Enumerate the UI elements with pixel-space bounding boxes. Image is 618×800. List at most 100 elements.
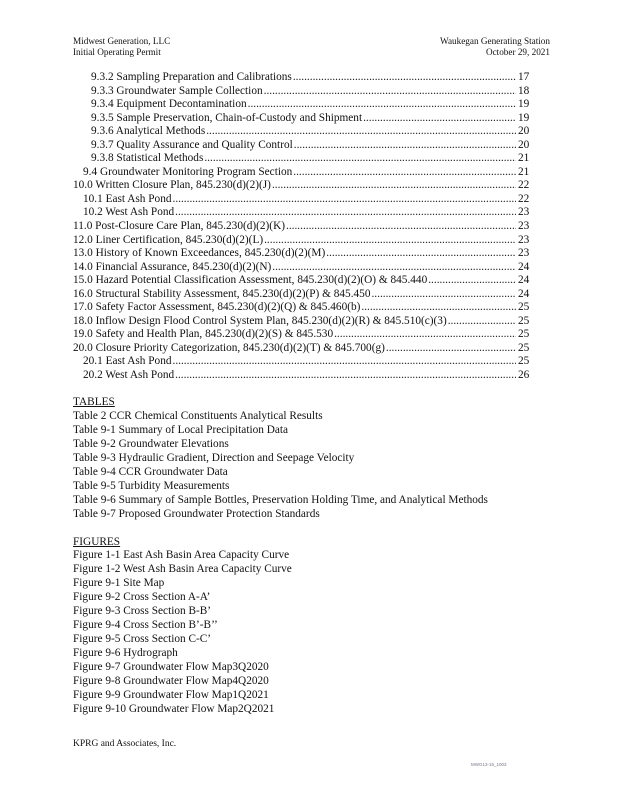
toc-entry-title: 11.0 Post-Closure Care Plan, 845.230(d)(… [73, 220, 286, 234]
table-of-contents: 9.3.2 Sampling Preparation and Calibrati… [0, 71, 618, 383]
dot-leader [286, 220, 542, 234]
toc-entry-page: 18 [516, 84, 544, 99]
toc-entry-title: 9.3.2 Sampling Preparation and Calibrati… [91, 71, 293, 85]
toc-entry-page: 25 [516, 301, 544, 315]
toc-entry[interactable]: 14.0 Financial Assurance, 845.230(d)(2)(… [0, 260, 618, 275]
toc-entry[interactable]: 20.0 Closure Priority Categorization, 84… [0, 341, 618, 356]
figure-list-item: Figure 9-10 Groundwater Flow Map2Q2021 [73, 702, 275, 715]
toc-entry[interactable]: 17.0 Safety Factor Assessment, 845.230(d… [0, 301, 618, 315]
toc-entry-page: 25 [516, 341, 544, 356]
toc-entry[interactable]: 9.4 Groundwater Monitoring Program Secti… [0, 165, 618, 180]
dot-leader [326, 247, 542, 261]
footer-company: KPRG and Associates, Inc. [73, 739, 177, 749]
toc-entry-title: 9.3.8 Statistical Methods [91, 152, 205, 166]
figure-list-item: Figure 9-2 Cross Section A-A’ [73, 591, 211, 604]
toc-entry-page: 24 [516, 274, 544, 288]
toc-entry-title: 9.3.7 Quality Assurance and Quality Cont… [91, 138, 294, 153]
toc-entry-title: 20.1 East Ash Pond [83, 355, 173, 370]
figure-list-item: Figure 9-4 Cross Section B’-B’’ [73, 619, 218, 632]
toc-entry-page: 20 [516, 138, 544, 153]
toc-entry-title: 13.0 History of Known Exceedances, 845.2… [73, 247, 327, 261]
table-list-item: Table 2 CCR Chemical Constituents Analyt… [73, 409, 323, 422]
toc-entry-title: 9.3.5 Sample Preservation, Chain-of-Cust… [91, 111, 364, 126]
header-station: Waukegan Generating Station [440, 36, 550, 46]
toc-entry-page: 24 [516, 260, 544, 275]
toc-entry[interactable]: 9.3.2 Sampling Preparation and Calibrati… [0, 71, 618, 85]
toc-entry-page: 19 [516, 98, 544, 112]
toc-entry-title: 20.0 Closure Priority Categorization, 84… [73, 341, 386, 356]
toc-entry[interactable]: 12.0 Liner Certification, 845.230(d)(2)(… [0, 233, 618, 248]
toc-entry[interactable]: 18.0 Inflow Design Flood Control System … [0, 314, 618, 329]
dot-leader [264, 234, 542, 248]
figure-list-item: Figure 9-7 Groundwater Flow Map3Q2020 [73, 661, 269, 674]
table-list-item: Table 9-4 CCR Groundwater Data [73, 465, 228, 478]
toc-entry-page: 25 [516, 328, 544, 342]
table-list-item: Table 9-2 Groundwater Elevations [73, 437, 229, 450]
toc-entry-title: 18.0 Inflow Design Flood Control System … [73, 314, 448, 329]
dot-leader [293, 166, 542, 180]
table-list-item: Table 9-1 Summary of Local Precipitation… [73, 423, 289, 436]
dot-leader [248, 98, 542, 112]
toc-entry[interactable]: 10.2 West Ash Pond 23 [0, 206, 618, 221]
dot-leader [206, 125, 542, 139]
toc-entry-page: 23 [516, 247, 544, 261]
toc-entry-page: 21 [516, 152, 544, 166]
dot-leader [175, 206, 542, 220]
toc-entry-title: 16.0 Structural Stability Assessment, 84… [73, 287, 372, 302]
toc-entry[interactable]: 9.3.3 Groundwater Sample Collection 18 [0, 84, 618, 99]
dot-leader [204, 152, 542, 166]
toc-entry-title: 19.0 Safety and Health Plan, 845.230(d)(… [73, 328, 335, 342]
toc-entry-page: 17 [516, 71, 544, 85]
dot-leader [361, 301, 542, 315]
toc-entry-page: 22 [516, 192, 544, 207]
dot-leader [173, 355, 543, 369]
toc-entry-title: 9.3.4 Equipment Decontamination [91, 98, 248, 112]
toc-entry[interactable]: 11.0 Post-Closure Care Plan, 845.230(d)(… [0, 220, 618, 234]
toc-entry[interactable]: 15.0 Hazard Potential Classification Ass… [0, 274, 618, 288]
toc-entry-page: 22 [516, 179, 544, 193]
dot-leader [173, 193, 543, 207]
figure-list-item: Figure 9-1 Site Map [73, 577, 165, 590]
table-list-item: Table 9-5 Turbidity Measurements [73, 479, 230, 492]
toc-entry[interactable]: 9.3.5 Sample Preservation, Chain-of-Cust… [0, 111, 618, 126]
dot-leader [272, 179, 542, 193]
toc-entry[interactable]: 9.3.6 Analytical Methods 20 [0, 125, 618, 139]
toc-entry[interactable]: 20.2 West Ash Pond 26 [0, 369, 618, 383]
dot-leader [293, 71, 542, 85]
toc-entry-title: 17.0 Safety Factor Assessment, 845.230(d… [73, 301, 362, 315]
figure-list-item: Figure 9-3 Cross Section B-B’ [73, 605, 212, 618]
toc-entry-page: 25 [516, 314, 544, 329]
bates-number: MWG13-15_1003 [471, 762, 507, 767]
toc-entry-title: 15.0 Hazard Potential Classification Ass… [73, 274, 429, 288]
figure-list-item: Figure 9-5 Cross Section C-C’ [73, 633, 212, 646]
dot-leader [294, 139, 542, 153]
toc-entry[interactable]: 10.0 Written Closure Plan, 845.230(d)(2)… [0, 179, 618, 193]
figure-list-item: Figure 1-1 East Ash Basin Area Capacity … [73, 549, 290, 562]
toc-entry[interactable]: 9.3.8 Statistical Methods 21 [0, 152, 618, 166]
toc-entry[interactable]: 19.0 Safety and Health Plan, 845.230(d)(… [0, 328, 618, 342]
figure-list-item: Figure 1-2 West Ash Basin Area Capacity … [73, 563, 292, 576]
header-right: Waukegan Generating Station October 29, … [440, 36, 550, 57]
header-date: October 29, 2021 [485, 46, 550, 57]
toc-entry[interactable]: 16.0 Structural Stability Assessment, 84… [0, 287, 618, 302]
toc-entry[interactable]: 13.0 History of Known Exceedances, 845.2… [0, 247, 618, 261]
dot-leader [272, 261, 542, 275]
toc-entry-title: 14.0 Financial Assurance, 845.230(d)(2)(… [73, 260, 273, 275]
toc-entry[interactable]: 20.1 East Ash Pond 25 [0, 355, 618, 370]
toc-entry-page: 19 [516, 111, 544, 126]
toc-entry[interactable]: 9.3.4 Equipment Decontamination 19 [0, 98, 618, 112]
figures-list: Figure 1-1 East Ash Basin Area Capacity … [73, 549, 488, 716]
toc-entry[interactable]: 10.1 East Ash Pond 22 [0, 192, 618, 207]
dot-leader [175, 369, 542, 383]
toc-entry-page: 23 [516, 220, 544, 234]
toc-entry-page: 26 [516, 369, 544, 383]
toc-entry-page: 23 [516, 233, 544, 248]
toc-entry-title: 9.3.3 Groundwater Sample Collection [91, 84, 264, 99]
tables-list: Table 2 CCR Chemical Constituents Analyt… [73, 410, 488, 522]
toc-entry[interactable]: 9.3.7 Quality Assurance and Quality Cont… [0, 138, 618, 153]
toc-entry-page: 24 [516, 287, 544, 302]
toc-entry-page: 25 [516, 355, 544, 370]
dot-leader [334, 328, 542, 342]
toc-entry-page: 20 [516, 125, 544, 139]
table-list-item: Table 9-6 Summary of Sample Bottles, Pre… [73, 493, 488, 506]
